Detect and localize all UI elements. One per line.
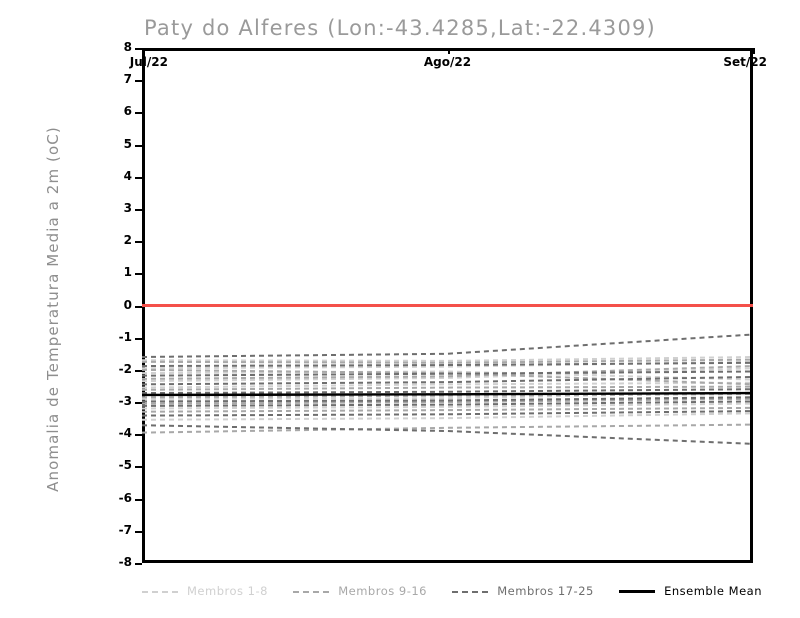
y-tick-mark [135,530,142,533]
series-line [142,356,753,362]
series-line [142,385,753,391]
x-tick-mark [447,48,450,54]
legend-item[interactable]: Ensemble Mean [619,584,762,598]
legend-item[interactable]: Membros 9-16 [293,584,427,598]
legend-item[interactable]: Membros 17-25 [452,584,594,598]
y-tick-mark [135,144,142,147]
y-tick-label: -2 [118,361,132,376]
series-line [142,381,753,389]
series-line [142,367,753,383]
y-tick-mark [135,337,142,340]
series-line [142,365,753,380]
y-tick-label: -4 [118,426,132,441]
y-tick-label: -8 [118,555,132,569]
y-tick-mark [135,176,142,179]
legend-label: Membros 1-8 [187,584,268,598]
y-tick-mark [135,563,142,565]
y-tick-label: 5 [123,136,132,151]
y-tick-label: 1 [123,265,132,280]
series-line [142,370,753,377]
y-tick-mark [135,402,142,405]
x-tick-mark [753,48,755,54]
y-tick-mark [135,208,142,211]
y-tick-label: 3 [123,200,132,215]
y-tick-label: 4 [123,168,132,183]
series-line [142,402,753,410]
y-tick-mark [135,241,142,244]
y-tick-mark [135,305,142,308]
y-tick-mark [135,498,142,501]
y-tick-label: 0 [123,297,132,312]
series-line [142,400,753,407]
series-line [142,410,753,417]
series-line [142,360,753,370]
legend-swatch-icon [142,590,178,593]
series-line [142,412,753,421]
legend-label: Membros 9-16 [338,584,427,598]
plot-frame-bottom [142,560,753,563]
series-line [142,424,753,445]
y-tick-mark [135,369,142,372]
series-line [142,388,753,395]
y-tick-mark [135,48,142,50]
series-line [142,393,753,399]
series-line [142,396,753,403]
legend-item[interactable]: Membros 1-8 [142,584,268,598]
legend-swatch-icon [619,590,656,594]
y-tick-label: 8 [123,40,132,54]
y-tick-label: -7 [118,522,132,537]
x-tick-label: Set/22 [723,55,767,69]
y-tick-mark [135,466,142,469]
y-tick-mark [135,273,142,276]
legend-swatch-icon [452,590,489,593]
chart-legend: Membros 1-8 Membros 9-16 Membros 17-25 Ense… [142,584,762,598]
legend-label: Membros 17-25 [497,584,594,598]
plot-area: 8 7 6 5 4 3 2 1 0 -1 -2 -3 -4 -5 -6 -7 -8 Jul/22 Ago/22 Se… [119,40,767,569]
x-tick-mark [142,48,144,54]
series-line [142,391,753,397]
series-line [142,406,753,413]
series-line [142,375,753,386]
series-lines [142,333,753,445]
y-tick-label: -3 [118,394,132,409]
series-line [142,370,753,381]
series-line [142,333,753,358]
legend-label: Ensemble Mean [664,584,762,598]
y-tick-label: -5 [118,458,132,473]
y-axis-title: Anomalia de Temperatura Media a 2m (oC) [44,126,62,492]
y-tick-label: 6 [123,104,132,119]
x-tick-label: Jul/22 [129,55,168,69]
chart-title: Paty do Alferes (Lon:-43.4285,Lat:-22.43… [144,16,656,40]
legend-swatch-icon [293,590,330,593]
y-tick-label: 2 [123,233,132,248]
x-tick-label: Ago/22 [423,55,472,69]
series-line [142,397,753,405]
series-line [142,358,753,364]
y-tick-mark [135,434,142,437]
y-tick-mark [135,80,142,83]
series-line [142,368,753,386]
y-tick-label: -1 [118,329,132,344]
y-tick-mark [135,112,142,115]
series-line [142,391,753,400]
y-tick-label: 7 [123,72,132,87]
y-tick-label: -6 [118,490,132,505]
series-line [142,361,753,368]
zero-reference-line [142,304,753,307]
series-line [142,423,753,434]
